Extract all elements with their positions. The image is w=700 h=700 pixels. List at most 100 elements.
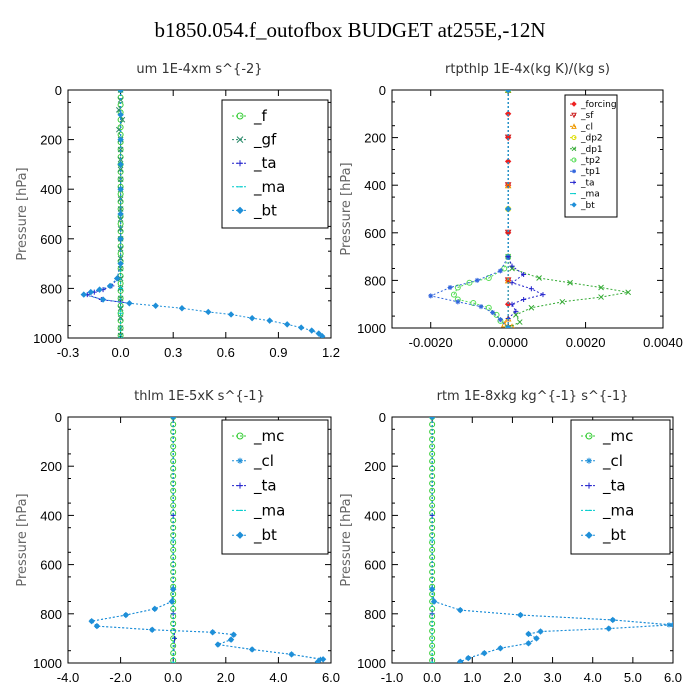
data-point-mc	[170, 450, 177, 457]
chart-panel-4: rtm 1E-8xkg kg^{-1} s^{-1} Pressure [hPa]…	[339, 389, 682, 685]
data-point-bt	[457, 658, 464, 663]
data-point-tp1	[455, 299, 461, 305]
data-point-bt	[209, 629, 216, 636]
data-point-bt	[248, 314, 256, 322]
data-point-bt	[117, 136, 124, 143]
legend-marker-icon	[237, 160, 243, 167]
legend-entry: _ta	[602, 477, 626, 496]
data-point-mc	[429, 495, 436, 502]
legend-entry: _dp2	[580, 134, 603, 144]
legend: _f _gf _ta _ma _bt	[221, 99, 329, 229]
legend-marker-icon	[571, 112, 577, 119]
data-point-mc	[429, 450, 436, 457]
y-tick-label: 1000	[357, 321, 386, 336]
x-tick-label: -2.0	[109, 670, 131, 685]
y-tick-label: 1000	[357, 656, 386, 671]
x-tick-label: 3.0	[544, 670, 562, 685]
data-point-bt	[525, 630, 532, 638]
data-point-bt	[122, 611, 130, 619]
y-tick-label: 800	[364, 273, 386, 288]
data-point-mc	[429, 502, 436, 509]
data-point-gf	[117, 206, 124, 212]
legend-entry: _forcing	[580, 100, 617, 110]
chart-panel-3: thlm 1E-5xK s^{-1} Pressure [hPa] 0 200 400 6…	[15, 389, 340, 685]
data-point-bt	[87, 288, 95, 296]
y-tick-label: 0	[379, 83, 386, 98]
panel-title: rtm 1E-8xkg kg^{-1} s^{-1}	[437, 389, 629, 404]
x-tick-label: -1.0	[381, 670, 403, 685]
legend-entry: _ma	[253, 178, 285, 197]
x-tick-label: 1.2	[322, 345, 340, 360]
x-tick-label: -0.0020	[409, 335, 453, 350]
data-point-bt	[497, 645, 504, 652]
data-point-tp2	[485, 275, 492, 282]
legend-entry: _tp1	[580, 167, 600, 177]
legend-entry: _bt	[253, 526, 277, 545]
data-point-f	[117, 124, 124, 131]
data-point-bt	[169, 585, 177, 593]
panel-title: rtpthlp 1E-4x(kg K)/(kg s)	[445, 62, 610, 77]
data-point-bt	[227, 311, 235, 318]
data-point-bt	[430, 598, 438, 605]
legend: _mc _cl _ta _ma _bt	[570, 419, 671, 555]
legend-entry: _bt	[253, 201, 277, 220]
legend-entry: _ma	[580, 190, 600, 200]
figure-title: b1850.054.f_outofbox BUDGET at255E,-12N	[154, 18, 546, 42]
x-tick-label: -0.3	[57, 345, 79, 360]
data-point-bt	[117, 210, 124, 218]
data-point-gf	[117, 146, 124, 153]
y-tick-label: 600	[364, 226, 386, 241]
legend-entry: _bt	[602, 526, 626, 545]
x-tick-label: 0.0040	[643, 335, 683, 350]
legend-entry: _mc	[253, 427, 284, 446]
data-point-dp1	[536, 275, 542, 281]
data-point-dp1	[598, 294, 604, 300]
x-tick-label: 4.0	[584, 670, 602, 685]
data-point-bt	[117, 185, 124, 193]
data-point-ta	[509, 301, 515, 307]
data-point-bt	[168, 598, 176, 605]
data-point-bt	[428, 417, 436, 421]
legend-marker-icon	[236, 206, 244, 215]
series-line-tp2	[453, 90, 509, 328]
data-point-tp1	[428, 293, 434, 299]
legend-entry: _ta	[253, 477, 277, 496]
x-tick-label: 0.0	[164, 670, 182, 685]
data-point-tp1	[497, 317, 503, 323]
data-point-mc	[170, 546, 177, 553]
x-tick-label: 0.6	[217, 345, 235, 360]
legend: _mc _cl _ta _ma _bt	[221, 419, 329, 555]
plot-frame	[391, 416, 674, 664]
data-point-bt	[537, 628, 544, 635]
data-point-bt	[288, 651, 295, 658]
legend-entry: _ta	[253, 154, 277, 173]
data-point-tp2	[470, 300, 477, 307]
y-tick-label: 400	[40, 508, 62, 523]
x-tick-label: 5.0	[624, 670, 642, 685]
legend-entry: _cl	[580, 122, 593, 132]
y-axis-label: Pressure [hPa]	[15, 167, 30, 260]
data-point-dp1	[528, 304, 535, 311]
legend-entry: _bt	[580, 201, 595, 211]
data-point-bt	[266, 317, 273, 324]
legend-marker-icon	[572, 180, 576, 185]
data-point-bt	[283, 321, 291, 328]
data-point-bt	[117, 260, 124, 267]
x-tick-label: 0.0000	[488, 335, 528, 350]
data-point-mc	[170, 642, 177, 649]
data-point-bt	[533, 635, 540, 642]
legend-box	[570, 419, 671, 555]
legend-marker-icon	[586, 457, 592, 464]
data-point-bt	[106, 282, 114, 290]
series-line-bt	[431, 417, 673, 663]
data-point-bt	[117, 90, 124, 94]
legend-marker-icon	[237, 457, 243, 464]
data-point-bt	[248, 646, 256, 653]
data-point-tp1	[474, 277, 480, 283]
x-tick-label: 1.0	[463, 670, 481, 685]
chart-panel-2: rtpthlp 1E-4x(kg K)/(kg s) Pressure [hPa]…	[339, 62, 683, 350]
series-group	[88, 417, 327, 663]
data-point-bt	[126, 300, 133, 307]
x-tick-label: 0.3	[164, 345, 182, 360]
series-group	[428, 417, 673, 663]
